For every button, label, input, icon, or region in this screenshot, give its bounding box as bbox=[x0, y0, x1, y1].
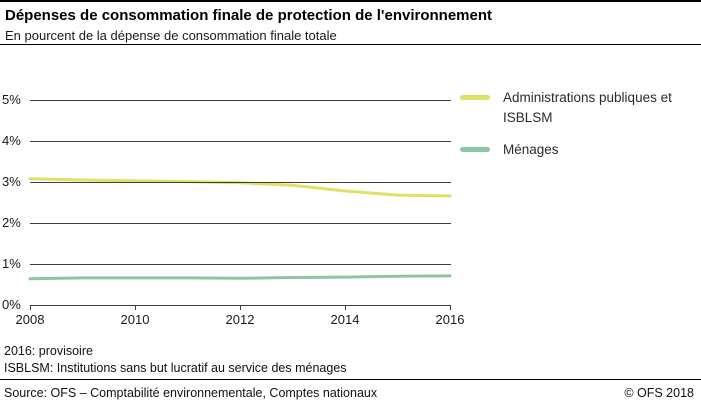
x-tick-label: 2010 bbox=[120, 312, 150, 327]
gridline bbox=[30, 100, 451, 101]
top-border bbox=[0, 0, 701, 2]
y-tick-label: 2% bbox=[2, 215, 21, 230]
legend-label-administrations: Administrations publiques et ISBLSM bbox=[503, 90, 672, 125]
footnotes: 2016: provisoire ISBLSM: Institutions sa… bbox=[4, 343, 347, 377]
legend-label-menages: Ménages bbox=[503, 142, 559, 158]
legend-item-administrations: Administrations publiques et ISBLSM bbox=[460, 88, 698, 127]
plot-area bbox=[28, 100, 452, 306]
footer: Source: OFS – Comptabilité environnement… bbox=[4, 386, 694, 400]
legend: Administrations publiques et ISBLSM Ména… bbox=[460, 88, 698, 173]
x-tick-mark bbox=[450, 306, 451, 310]
chart-region: 5% 4% 3% 2% 1% 0% 2008 2010 2012 2014 2016 bbox=[0, 92, 464, 335]
x-tick-mark bbox=[30, 306, 31, 310]
x-tick-mark bbox=[345, 306, 346, 310]
gridline bbox=[30, 305, 451, 306]
y-tick-label: 3% bbox=[2, 174, 21, 189]
footnote-provisional: 2016: provisoire bbox=[4, 344, 93, 358]
x-tick-mark bbox=[135, 306, 136, 310]
y-tick-label: 5% bbox=[2, 92, 21, 107]
x-tick-label: 2014 bbox=[330, 312, 360, 327]
y-tick-label: 0% bbox=[2, 297, 21, 312]
copyright-text: © OFS 2018 bbox=[624, 386, 694, 400]
footer-divider bbox=[0, 379, 701, 380]
legend-swatch-administrations-icon bbox=[460, 95, 490, 100]
line-chart bbox=[28, 177, 452, 281]
page-subtitle: En pourcent de la dépense de consommatio… bbox=[5, 28, 337, 43]
header-divider bbox=[0, 44, 701, 45]
gridline bbox=[30, 223, 451, 224]
x-tick-label: 2012 bbox=[225, 312, 255, 327]
x-tick-mark bbox=[240, 306, 241, 310]
gridline bbox=[30, 182, 451, 183]
y-tick-label: 1% bbox=[2, 256, 21, 271]
gridline bbox=[30, 141, 451, 142]
footnote-isblsm: ISBLSM: Institutions sans but lucratif a… bbox=[4, 360, 347, 375]
series-line-menages bbox=[28, 274, 452, 281]
page-title: Dépenses de consommation finale de prote… bbox=[5, 7, 492, 24]
y-tick-label: 4% bbox=[2, 133, 21, 148]
legend-item-menages: Ménages bbox=[460, 140, 698, 160]
legend-swatch-menages-icon bbox=[460, 147, 490, 153]
gridline bbox=[30, 264, 451, 265]
x-tick-label: 2008 bbox=[15, 312, 45, 327]
source-text: Source: OFS – Comptabilité environnement… bbox=[4, 386, 378, 400]
x-tick-label: 2016 bbox=[435, 312, 465, 327]
chart-header: Dépenses de consommation finale de prote… bbox=[5, 7, 696, 43]
